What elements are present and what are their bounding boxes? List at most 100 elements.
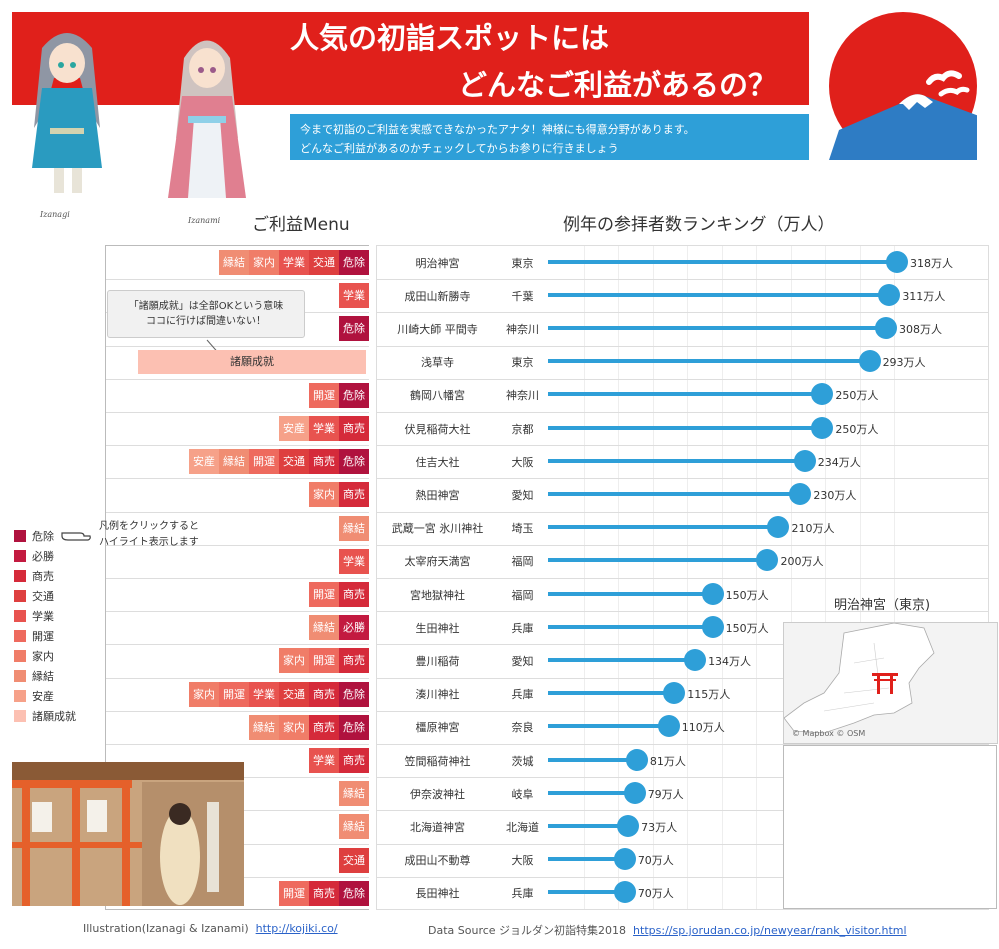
- visitor-bar[interactable]: [548, 525, 779, 530]
- benefit-tag[interactable]: 開運: [309, 648, 339, 674]
- shrine-name[interactable]: 成田山不動尊: [404, 854, 471, 868]
- shrine-name[interactable]: 鶴岡八幡宮: [410, 389, 465, 403]
- shrine-name[interactable]: 湊川神社: [415, 688, 460, 702]
- benefit-tag[interactable]: 危除: [339, 880, 369, 906]
- visitor-bar[interactable]: [548, 824, 629, 828]
- visitor-bar[interactable]: [548, 691, 675, 696]
- benefit-tag[interactable]: 学業: [249, 681, 279, 707]
- shrine-name[interactable]: 北海道神宮: [410, 821, 465, 834]
- benefit-tag[interactable]: 商売: [339, 582, 369, 607]
- benefit-tag[interactable]: 危除: [339, 382, 369, 408]
- visitor-dot[interactable]: [858, 350, 881, 373]
- visitor-dot[interactable]: [701, 582, 724, 605]
- benefit-tag[interactable]: 学業: [279, 250, 309, 275]
- benefit-tag[interactable]: 学業: [339, 283, 369, 309]
- visitor-bar[interactable]: [548, 326, 887, 330]
- visitor-dot[interactable]: [613, 848, 636, 871]
- benefit-tag[interactable]: 学業: [309, 416, 339, 441]
- visitor-bar[interactable]: [548, 425, 823, 430]
- visitor-dot[interactable]: [886, 250, 908, 273]
- visitor-bar[interactable]: [548, 292, 890, 297]
- benefit-tag[interactable]: 縁結: [339, 515, 369, 541]
- shrine-name[interactable]: 明治神宮: [415, 256, 460, 270]
- illustration-link[interactable]: http://kojiki.co/: [255, 922, 338, 935]
- shrine-name[interactable]: 住吉大社: [415, 455, 460, 469]
- benefit-tag[interactable]: 商売: [309, 714, 339, 740]
- legend-item[interactable]: 危除: [14, 529, 54, 543]
- legend-item[interactable]: 学業: [14, 609, 54, 623]
- legend-item[interactable]: 縁結: [14, 669, 54, 683]
- visitor-bar[interactable]: [548, 658, 696, 662]
- benefit-tag[interactable]: 縁結: [339, 781, 369, 807]
- shrine-name[interactable]: 橿原神宮: [415, 721, 460, 735]
- benefit-tag[interactable]: 商売: [339, 648, 369, 674]
- benefit-tag[interactable]: 商売: [309, 449, 339, 475]
- shrine-name[interactable]: 生田神社: [415, 621, 460, 635]
- shrine-name[interactable]: 伊奈波神社: [410, 787, 465, 801]
- shrine-name[interactable]: 伏見稲荷大社: [404, 422, 471, 436]
- visitor-bar[interactable]: [548, 790, 635, 795]
- visitor-bar[interactable]: [548, 259, 897, 264]
- benefit-tag[interactable]: 家内: [189, 681, 219, 707]
- legend-item[interactable]: 安産: [14, 689, 54, 703]
- shrine-name[interactable]: 熱田神宮: [415, 489, 460, 502]
- visitor-bar[interactable]: [548, 857, 625, 862]
- benefit-tag[interactable]: 危除: [339, 681, 369, 707]
- visitor-dot[interactable]: [623, 781, 646, 804]
- visitor-bar[interactable]: [548, 591, 713, 596]
- benefit-tag[interactable]: 商売: [339, 482, 369, 508]
- visitor-dot[interactable]: [617, 815, 640, 837]
- benefit-tag[interactable]: 家内: [309, 482, 339, 508]
- benefit-tag[interactable]: 開運: [309, 382, 339, 408]
- visitor-dot[interactable]: [789, 483, 812, 505]
- shrine-name[interactable]: 武蔵一宮 氷川神社: [391, 522, 484, 536]
- benefit-tag[interactable]: 交通: [309, 250, 339, 275]
- benefit-tag[interactable]: 交通: [339, 847, 369, 873]
- visitor-dot[interactable]: [767, 516, 790, 539]
- map[interactable]: © Mapbox © OSM: [783, 622, 998, 744]
- legend-item[interactable]: 交通: [14, 589, 54, 603]
- wish-tag[interactable]: 諸願成就: [138, 350, 366, 374]
- shrine-name[interactable]: 豊川稲荷: [415, 655, 460, 668]
- legend-item[interactable]: 家内: [14, 649, 54, 663]
- benefit-tag[interactable]: 商売: [339, 416, 369, 441]
- visitor-bar[interactable]: [548, 757, 637, 762]
- legend-item[interactable]: 諸願成就: [14, 709, 76, 723]
- benefit-tag[interactable]: 縁結: [309, 615, 339, 641]
- benefit-tag[interactable]: 家内: [279, 714, 309, 740]
- benefit-tag[interactable]: 家内: [279, 648, 309, 674]
- shrine-name[interactable]: 長田神社: [415, 887, 460, 901]
- benefit-tag[interactable]: 開運: [309, 582, 339, 607]
- benefit-tag[interactable]: 交通: [279, 449, 309, 475]
- visitor-dot[interactable]: [878, 283, 901, 306]
- benefit-tag[interactable]: 家内: [249, 250, 279, 275]
- legend-item[interactable]: 商売: [14, 569, 54, 583]
- benefit-tag[interactable]: 必勝: [339, 615, 369, 641]
- visitor-dot[interactable]: [657, 715, 680, 738]
- benefit-tag[interactable]: 商売: [309, 681, 339, 707]
- visitor-dot[interactable]: [613, 881, 636, 904]
- benefit-tag[interactable]: 開運: [249, 449, 279, 475]
- legend-item[interactable]: 開運: [14, 629, 54, 643]
- legend-item[interactable]: 必勝: [14, 549, 54, 563]
- benefit-tag[interactable]: 縁結: [249, 714, 279, 740]
- shrine-name[interactable]: 宮地獄神社: [410, 588, 465, 602]
- shrine-name[interactable]: 川崎大師 平間寺: [397, 323, 478, 336]
- benefit-tag[interactable]: 危除: [339, 316, 369, 342]
- visitor-dot[interactable]: [811, 416, 834, 439]
- visitor-dot[interactable]: [625, 748, 648, 771]
- visitor-bar[interactable]: [548, 558, 768, 563]
- shrine-name[interactable]: 浅草寺: [421, 356, 454, 370]
- benefit-tag[interactable]: 危除: [339, 714, 369, 740]
- benefit-tag[interactable]: 安産: [279, 416, 309, 441]
- shrine-name[interactable]: 成田山新勝寺: [404, 289, 471, 303]
- benefit-tag[interactable]: 商売: [309, 880, 339, 906]
- visitor-bar[interactable]: [548, 492, 801, 496]
- benefit-tag[interactable]: 交通: [279, 681, 309, 707]
- benefit-tag[interactable]: 危除: [339, 250, 369, 275]
- visitor-dot[interactable]: [793, 449, 816, 472]
- benefit-tag[interactable]: 商売: [339, 748, 369, 773]
- benefit-tag[interactable]: 開運: [279, 880, 309, 906]
- benefit-tag[interactable]: 開運: [219, 681, 249, 707]
- benefit-tag[interactable]: 縁結: [219, 250, 249, 275]
